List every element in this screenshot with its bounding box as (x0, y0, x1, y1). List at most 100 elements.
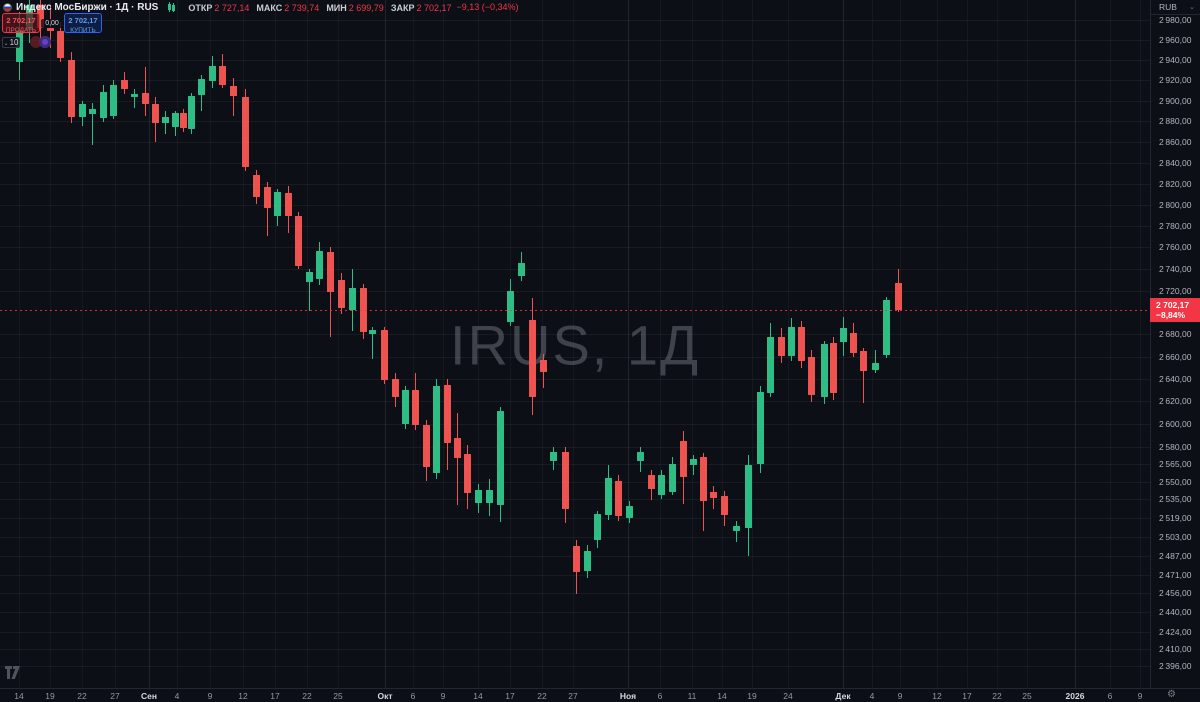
candle[interactable] (180, 113, 187, 128)
candle[interactable] (497, 411, 504, 505)
candle[interactable] (637, 452, 644, 461)
candle[interactable] (648, 475, 655, 489)
h-gridline (0, 40, 1150, 41)
candle[interactable] (850, 333, 857, 353)
candle[interactable] (733, 526, 740, 531)
candle[interactable] (464, 454, 471, 493)
time-tick-label: 14 (473, 691, 483, 701)
symbol-title[interactable]: Индекс МосБиржи · 1Д · RUS (16, 1, 159, 13)
candle[interactable] (79, 104, 86, 117)
candle[interactable] (306, 272, 313, 282)
candle[interactable] (188, 96, 195, 129)
candle[interactable] (349, 288, 356, 310)
buy-button[interactable]: 2 702,17 КУПИТЬ (64, 13, 102, 34)
candle[interactable] (486, 490, 493, 503)
candle[interactable] (507, 291, 514, 322)
candle[interactable] (721, 496, 728, 515)
candle[interactable] (573, 546, 580, 572)
candle[interactable] (219, 66, 226, 85)
candle[interactable] (883, 300, 890, 355)
candle[interactable] (594, 514, 601, 540)
candle[interactable] (615, 481, 622, 516)
candle[interactable] (798, 327, 805, 361)
candle[interactable] (830, 343, 837, 393)
candle[interactable] (540, 360, 547, 372)
candle[interactable] (274, 192, 281, 216)
candle[interactable] (121, 80, 128, 89)
price-tick-label: 2 424,00 (1159, 627, 1192, 637)
candle[interactable] (895, 283, 902, 310)
price-axis-currency[interactable]: RUB ⌄ (1150, 0, 1200, 15)
candle[interactable] (788, 327, 795, 356)
candle[interactable] (767, 337, 774, 393)
candle[interactable] (433, 386, 440, 473)
candle[interactable] (860, 351, 867, 371)
candle[interactable] (295, 216, 302, 266)
candle[interactable] (757, 392, 764, 464)
candle[interactable] (198, 79, 205, 95)
candle[interactable] (412, 390, 419, 425)
candle[interactable] (444, 385, 451, 443)
candle[interactable] (710, 492, 717, 498)
v-gridline (243, 0, 244, 688)
candle[interactable] (454, 438, 461, 458)
buy-price: 2 702,17 (68, 16, 98, 25)
candle[interactable] (518, 263, 525, 276)
candle[interactable] (392, 379, 399, 397)
gear-icon[interactable]: ⚙ (1167, 689, 1176, 700)
candle[interactable] (700, 457, 707, 501)
candle[interactable] (242, 97, 249, 167)
candle[interactable] (402, 390, 409, 424)
candle[interactable] (423, 425, 430, 467)
candlestick-chart[interactable]: IRUS, 1Д (0, 0, 1150, 688)
candle[interactable] (338, 280, 345, 308)
time-tick-label: 22 (302, 691, 312, 701)
candle[interactable] (626, 506, 633, 518)
candle[interactable] (529, 320, 536, 397)
candle[interactable] (253, 175, 260, 197)
candle[interactable] (821, 344, 828, 397)
time-tick-label: 22 (992, 691, 1002, 701)
candle[interactable] (100, 92, 107, 118)
candle[interactable] (316, 251, 323, 279)
candle[interactable] (162, 117, 169, 123)
tradingview-logo-icon[interactable] (5, 666, 20, 684)
price-axis[interactable]: 2 980,00 2 960,00 2 940,00 2 920,00 2 900,00… (1150, 0, 1200, 688)
candle[interactable] (230, 86, 237, 96)
candle[interactable] (562, 452, 569, 509)
candle[interactable] (264, 187, 271, 208)
v-gridline (1075, 0, 1076, 688)
candle[interactable] (690, 459, 697, 465)
candle[interactable] (37, 5, 44, 28)
candle[interactable] (778, 337, 785, 356)
candle[interactable] (209, 66, 216, 81)
candle[interactable] (605, 478, 612, 515)
candle[interactable] (57, 31, 64, 58)
candle[interactable] (381, 330, 388, 380)
candle[interactable] (152, 104, 159, 123)
sell-button[interactable]: 2 702,17 ПРОДАТЬ (2, 13, 40, 34)
candle[interactable] (475, 490, 482, 503)
candle[interactable] (745, 465, 752, 528)
candle[interactable] (89, 109, 96, 114)
candle[interactable] (110, 85, 117, 116)
candle[interactable] (369, 330, 376, 334)
candle[interactable] (808, 357, 815, 395)
candle[interactable] (47, 28, 54, 31)
candle[interactable] (584, 551, 591, 571)
candle[interactable] (172, 113, 179, 127)
candle[interactable] (550, 452, 557, 461)
currency-label: RUB (1159, 2, 1177, 12)
candle[interactable] (142, 93, 149, 104)
candle[interactable] (680, 441, 687, 477)
candle[interactable] (131, 94, 138, 97)
candle[interactable] (658, 475, 665, 495)
time-axis[interactable]: 14 19 22 27 Сен 4 9 12 17 22 25 Окт 6 9 14 17 22 27 Ноя 6 11… (0, 688, 1200, 702)
candle[interactable] (840, 328, 847, 342)
candle[interactable] (669, 464, 676, 492)
candle[interactable] (285, 193, 292, 216)
candle[interactable] (68, 60, 75, 117)
quantity-selector[interactable]: ⌄10 (2, 37, 20, 48)
candle[interactable] (327, 252, 334, 292)
candle[interactable] (872, 363, 879, 370)
